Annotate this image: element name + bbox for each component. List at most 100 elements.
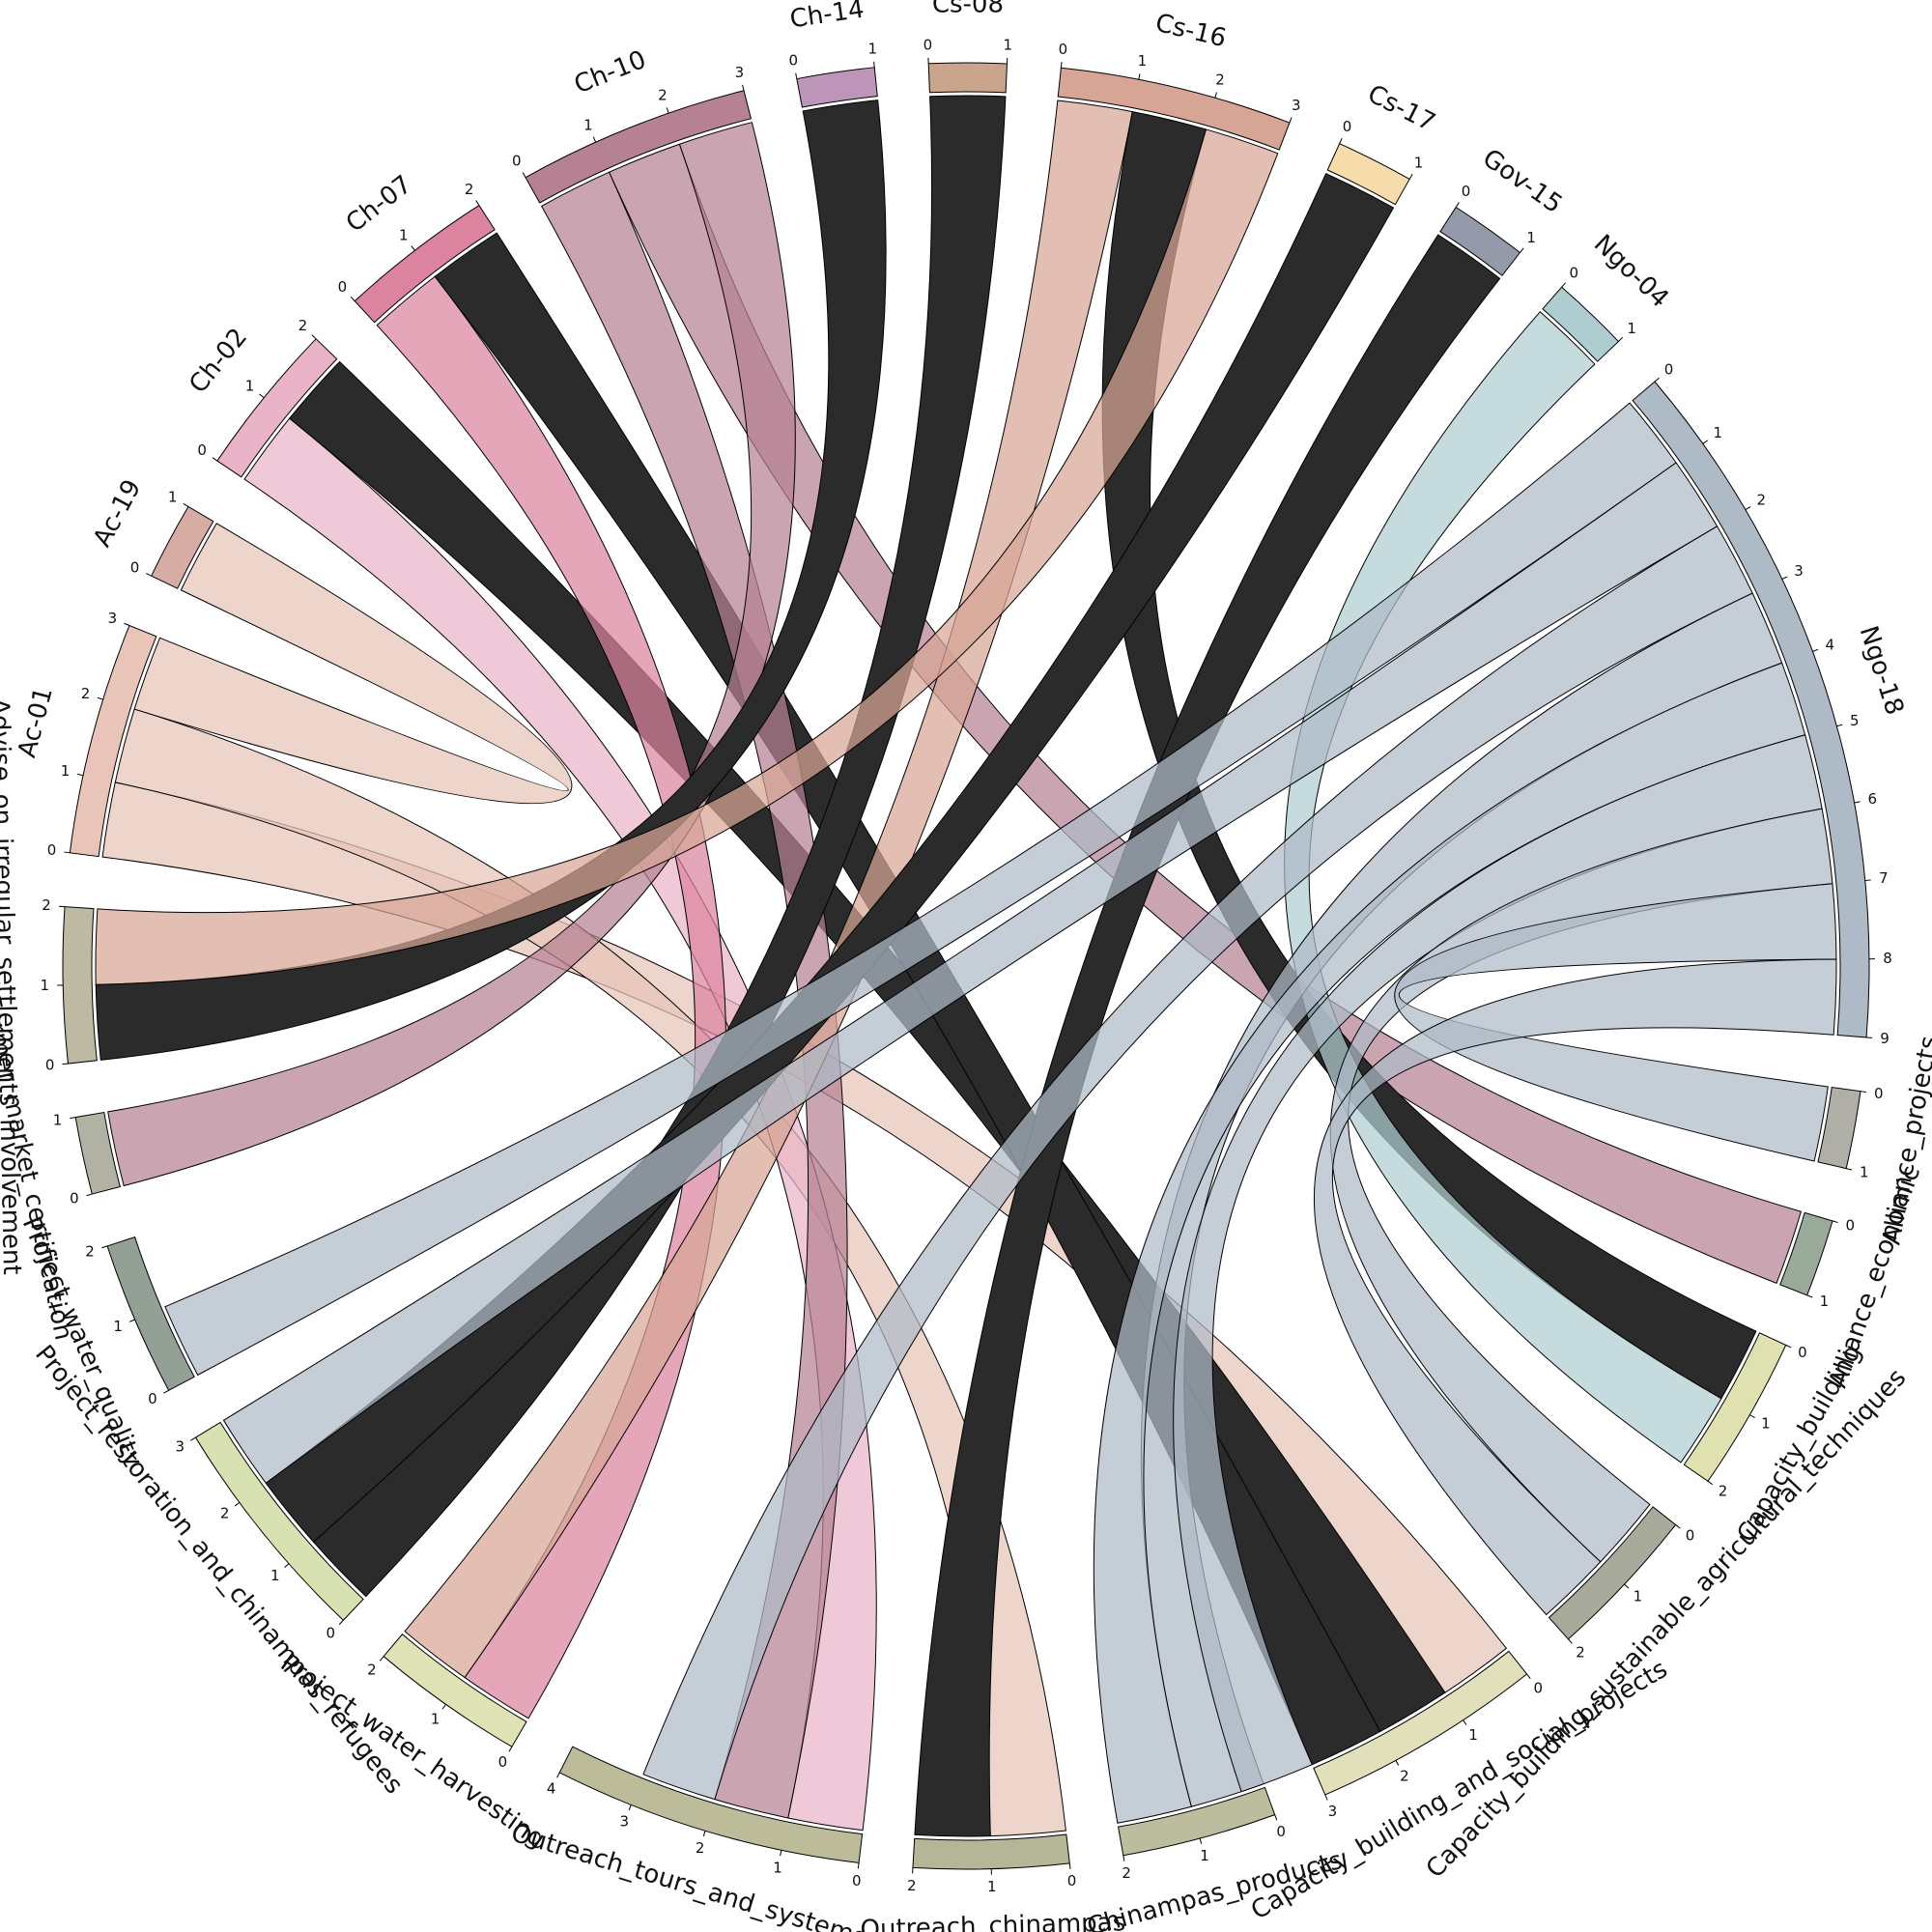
node-arc: [1542, 286, 1620, 362]
tick-label: 2: [81, 685, 91, 702]
chord-ribbon: [243, 417, 877, 1832]
tick-mark: [1568, 1638, 1573, 1644]
tick-label: 0: [512, 153, 522, 170]
tick-mark: [1624, 1583, 1630, 1589]
node-arc: [106, 1236, 195, 1392]
node-label: Ch-02: [184, 323, 253, 399]
tick-mark: [1846, 1168, 1853, 1171]
tick-label: 0: [1343, 118, 1352, 135]
node-arc: [194, 1421, 364, 1621]
tick-label: 2: [298, 317, 308, 334]
tick-mark: [311, 334, 317, 340]
node-arc: [1632, 381, 1870, 1038]
tick-mark: [97, 696, 103, 700]
chord-ribbon: [95, 128, 1279, 985]
tick-label: 5: [1850, 712, 1860, 729]
tick-mark: [1812, 648, 1819, 652]
tick-label: 2: [1757, 492, 1767, 509]
tick-mark: [338, 1619, 344, 1625]
tick-mark: [702, 1831, 706, 1837]
tick-label: 0: [70, 1189, 79, 1207]
node-arc: [927, 62, 1008, 94]
node-arc: [558, 1746, 864, 1863]
tick-label: 0: [130, 558, 140, 576]
tick-mark: [1068, 1862, 1071, 1869]
tick-label: 0: [1664, 360, 1674, 378]
tick-mark: [1122, 1855, 1125, 1861]
tick-mark: [86, 1193, 93, 1197]
tick-label: 1: [1004, 36, 1013, 53]
tick-label: 1: [270, 1567, 280, 1584]
tick-label: 2: [1215, 71, 1225, 88]
tick-label: 1: [399, 227, 409, 244]
node-arc: [525, 90, 753, 204]
tick-label: 2: [220, 1504, 230, 1521]
tick-mark: [873, 61, 875, 68]
tick-label: 1: [1714, 424, 1723, 441]
node-label: Cs-16: [1152, 9, 1229, 54]
tick-label: 2: [1400, 1768, 1409, 1785]
chord-ribbon: [95, 99, 887, 1061]
tick-mark: [1214, 92, 1217, 99]
chord-ribbon: [114, 708, 1066, 1837]
tick-mark: [628, 1804, 632, 1811]
tick-label: 0: [197, 441, 207, 459]
tick-mark: [259, 393, 265, 399]
tick-mark: [1785, 1344, 1792, 1349]
tick-mark: [1675, 1524, 1681, 1529]
tick-mark: [1561, 282, 1567, 288]
tick-label: 2: [367, 1662, 377, 1679]
tick-label: 3: [1328, 1803, 1338, 1820]
tick-label: 2: [696, 1839, 705, 1857]
tick-mark: [508, 1746, 513, 1752]
node-arcs: [62, 62, 1870, 1870]
tick-label: 3: [620, 1813, 630, 1831]
tick-mark: [742, 84, 745, 91]
node-arc: [1057, 67, 1291, 151]
node-arc: [1326, 143, 1410, 206]
tick-label: 1: [987, 1878, 997, 1895]
tick-label: 9: [1880, 1030, 1889, 1047]
tick-label: 1: [431, 1710, 440, 1727]
tick-label: 0: [1798, 1344, 1807, 1361]
tick-mark: [592, 136, 597, 143]
node-arc: [912, 1833, 1070, 1870]
tick-mark: [1455, 202, 1460, 208]
tick-label: 2: [465, 181, 474, 198]
tick-mark: [128, 1319, 135, 1322]
node-arc: [74, 1111, 121, 1195]
tick-label: 0: [1686, 1527, 1695, 1545]
node-arc: [1439, 206, 1521, 276]
chord-ribbon: [1314, 958, 1837, 1616]
tick-mark: [1138, 73, 1141, 80]
tick-label: 0: [326, 1625, 335, 1642]
tick-label: 1: [1860, 1163, 1869, 1180]
node-label: Ngo-04: [1588, 229, 1674, 313]
tick-mark: [1832, 1220, 1838, 1224]
tick-mark: [795, 72, 798, 79]
node-label: Ac-19: [88, 475, 147, 552]
tick-mark: [1781, 576, 1788, 580]
tick-label: 0: [1569, 264, 1578, 281]
tick-mark: [1324, 1794, 1328, 1801]
tick-label: 2: [907, 1877, 917, 1894]
tick-label: 1: [1526, 229, 1536, 246]
node-arc: [383, 1634, 527, 1747]
tick-mark: [1864, 879, 1871, 882]
tick-mark: [1749, 1414, 1755, 1419]
tick-label: 1: [1634, 1588, 1643, 1605]
tick-mark: [183, 502, 189, 507]
chord-ribbon: [1394, 883, 1837, 1162]
chord-ribbon: [265, 172, 1395, 1543]
tick-mark: [1836, 724, 1843, 727]
tick-label: 1: [113, 1318, 123, 1335]
tick-mark: [1526, 1673, 1531, 1679]
tick-label: 6: [1868, 790, 1878, 808]
tick-mark: [101, 1245, 108, 1249]
tick-label: 0: [1276, 1823, 1286, 1840]
node-label: Ch-14: [788, 0, 867, 34]
tick-label: 1: [53, 1111, 63, 1128]
tick-label: 0: [1845, 1217, 1855, 1235]
tick-mark: [857, 1862, 860, 1869]
